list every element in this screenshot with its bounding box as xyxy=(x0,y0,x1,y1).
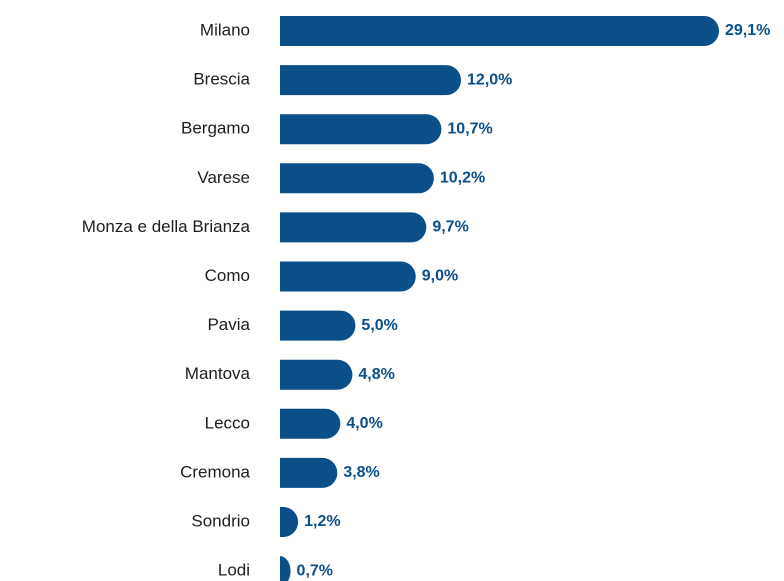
bar xyxy=(280,507,299,537)
bar xyxy=(280,65,462,96)
category-label: Sondrio xyxy=(191,511,250,530)
bar xyxy=(280,359,353,390)
bar xyxy=(280,408,341,439)
category-label: Pavia xyxy=(207,315,250,334)
bar xyxy=(280,261,416,292)
bar xyxy=(280,212,427,243)
value-label: 1,2% xyxy=(304,513,340,530)
value-label: 4,8% xyxy=(358,366,394,383)
bar xyxy=(280,457,338,488)
value-label: 0,7% xyxy=(297,562,333,579)
value-label: 9,7% xyxy=(432,219,468,236)
value-label: 5,0% xyxy=(361,317,397,334)
category-label: Mantova xyxy=(185,364,251,383)
category-label: Varese xyxy=(197,168,250,187)
value-label: 9,0% xyxy=(422,268,458,285)
category-label: Como xyxy=(205,266,250,285)
value-label: 3,8% xyxy=(343,464,379,481)
bar xyxy=(280,163,434,194)
value-label: 29,1% xyxy=(725,22,770,39)
category-label: Milano xyxy=(200,20,250,39)
category-label: Bergamo xyxy=(181,119,250,138)
category-label: Monza e della Brianza xyxy=(82,217,251,236)
value-label: 12,0% xyxy=(467,71,512,88)
value-label: 10,2% xyxy=(440,170,485,187)
bar xyxy=(280,114,442,145)
category-label: Brescia xyxy=(193,70,250,89)
bar xyxy=(280,310,356,341)
category-label: Lecco xyxy=(205,413,250,432)
bar xyxy=(280,16,719,46)
category-label: Lodi xyxy=(218,561,250,580)
bar xyxy=(280,556,291,581)
value-label: 10,7% xyxy=(447,120,492,137)
category-label: Cremona xyxy=(180,462,250,481)
value-label: 4,0% xyxy=(346,415,382,432)
